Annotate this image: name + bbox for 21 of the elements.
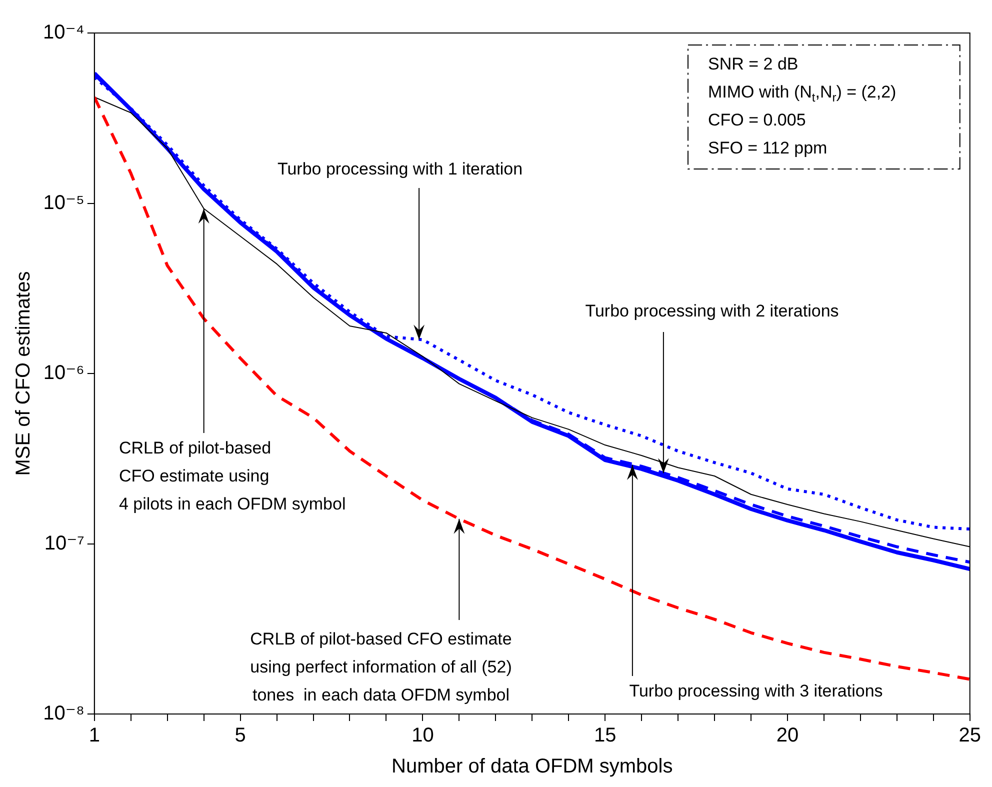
x-tick-label: 20 bbox=[776, 724, 799, 747]
annotation: SFO = 112 ppm bbox=[708, 138, 828, 158]
annotation: Turbo processing with 1 iteration bbox=[277, 160, 523, 179]
annotation: CFO = 0.005 bbox=[708, 110, 806, 130]
annotation: CRLB of pilot-based CFO estimate using 4 pilots in each OFDM symbol bbox=[119, 438, 346, 514]
annotation: SNR = 2 dB bbox=[708, 54, 798, 74]
x-tick-label: 10 bbox=[412, 724, 434, 747]
x-tick-label: 15 bbox=[594, 724, 616, 747]
y-tick-label: 10⁻⁴ bbox=[42, 22, 84, 44]
x-axis-title: Number of data OFDM symbols bbox=[392, 756, 673, 778]
y-tick-label: 10⁻⁵ bbox=[43, 192, 84, 214]
y-axis-title: MSE of CFO estimates bbox=[12, 271, 35, 476]
annotation: CRLB of pilot-based CFO estimate using perfect information of all (52) tones in each data OFDM symbol bbox=[250, 630, 512, 705]
x-tick-label: 1 bbox=[88, 724, 100, 747]
y-tick-label: 10⁻⁷ bbox=[44, 532, 84, 554]
y-tick-label: 10⁻⁶ bbox=[43, 362, 84, 384]
x-tick-label: 5 bbox=[234, 724, 246, 747]
y-tick-label: 10⁻⁸ bbox=[43, 702, 84, 725]
x-tick-label: 25 bbox=[958, 724, 981, 747]
annotation: Turbo processing with 2 iterations bbox=[585, 302, 839, 321]
annotation: Turbo processing with 3 iterations bbox=[629, 682, 883, 701]
